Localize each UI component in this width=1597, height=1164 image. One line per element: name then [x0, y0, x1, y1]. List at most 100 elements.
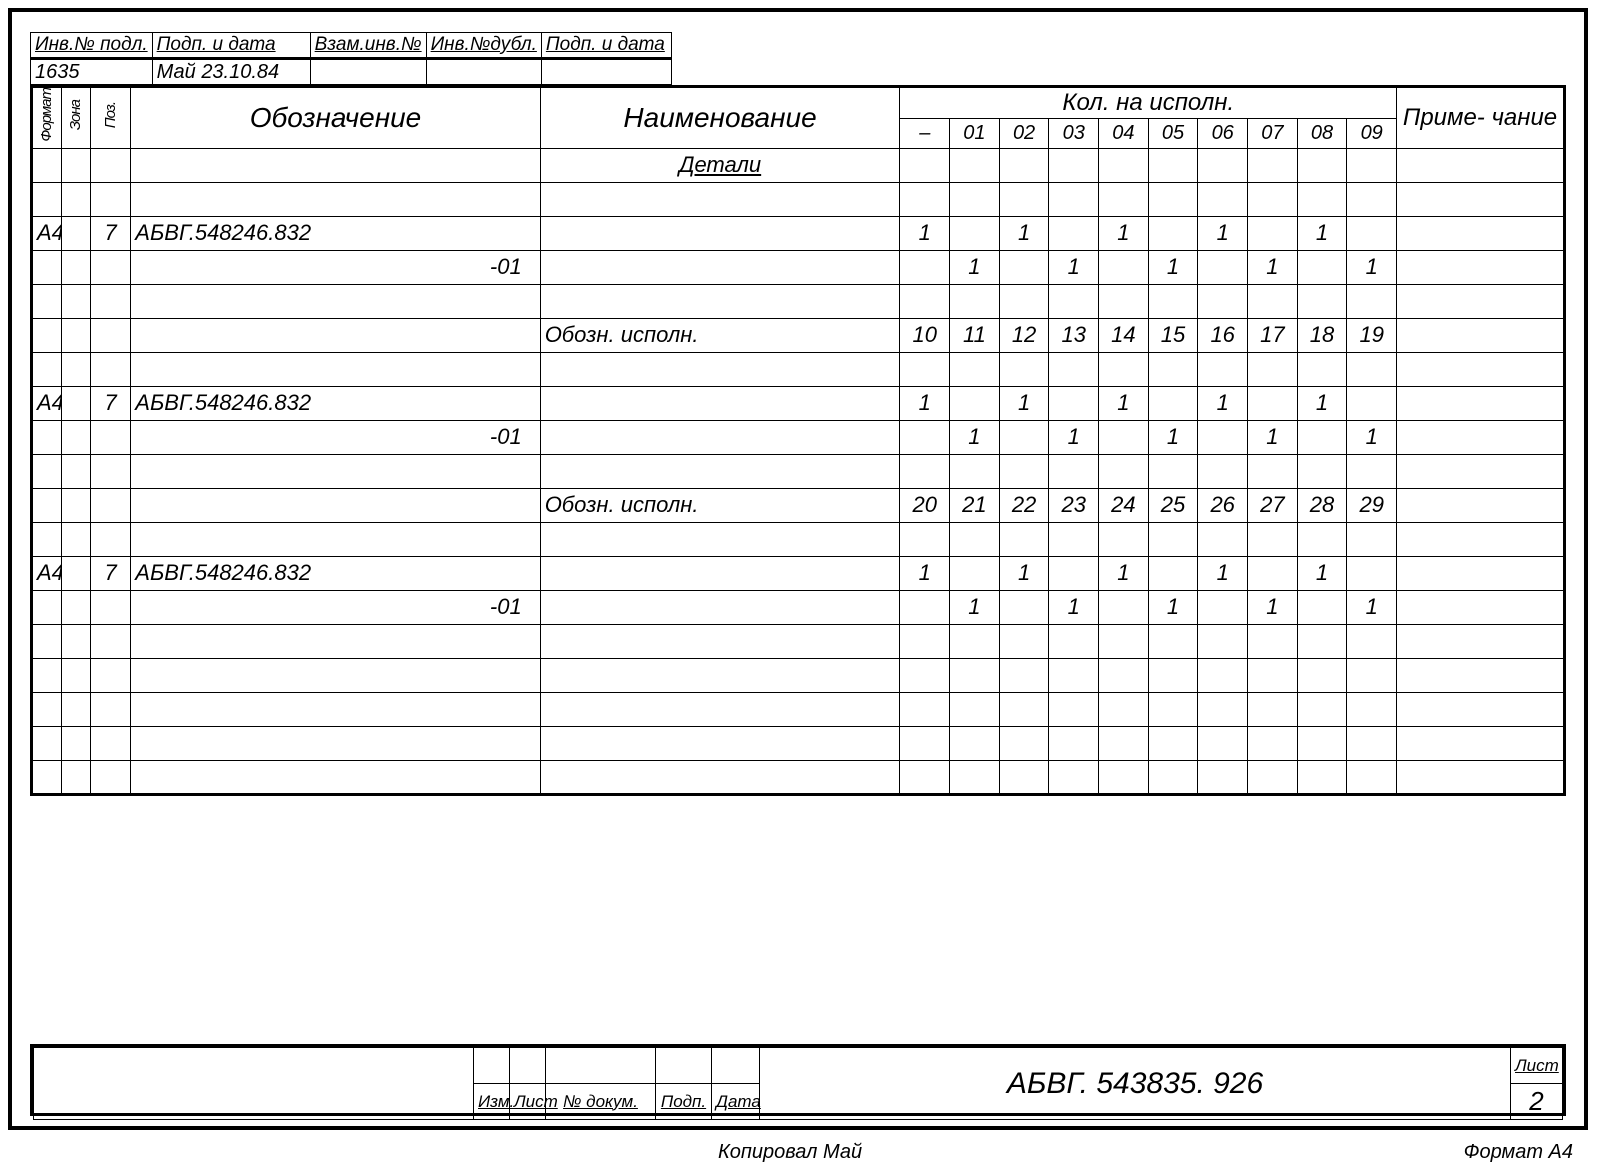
cell: [1248, 760, 1298, 794]
cell: [950, 352, 1000, 386]
rev-l3: Подп.: [656, 1084, 712, 1120]
cell: [32, 420, 62, 454]
rev-l2: № докум.: [546, 1084, 656, 1120]
cell: [61, 760, 91, 794]
cell: [61, 352, 91, 386]
cell: 7: [91, 556, 131, 590]
cell: [1099, 726, 1149, 760]
cell: [1148, 216, 1198, 250]
cell: 1: [1198, 216, 1248, 250]
cell: [540, 692, 900, 726]
cell: 14: [1099, 318, 1149, 352]
cell: 1: [1198, 556, 1248, 590]
cell: [131, 352, 540, 386]
cell: [1148, 658, 1198, 692]
cell: [61, 556, 91, 590]
col-pos: Поз.: [91, 87, 131, 149]
cell: [1198, 420, 1248, 454]
cell: 1: [1248, 590, 1298, 624]
cell: [1099, 590, 1149, 624]
cell: АБВГ.548246.832: [131, 556, 540, 590]
col-qty-8: 08: [1297, 118, 1347, 148]
cell: [900, 284, 950, 318]
cell: [1198, 658, 1248, 692]
cell: [91, 352, 131, 386]
top-h-2: Взам.инв.№: [310, 33, 426, 59]
cell: [61, 318, 91, 352]
cell: [540, 216, 900, 250]
rev-l1: Лист: [510, 1084, 546, 1120]
cell: [61, 624, 91, 658]
cell: 1: [1148, 420, 1198, 454]
cell: 1: [900, 386, 950, 420]
cell: [540, 352, 900, 386]
cell: [1248, 522, 1298, 556]
cell: 12: [999, 318, 1049, 352]
top-v-1: Май 23.10.84: [152, 59, 310, 85]
cell: 1: [950, 420, 1000, 454]
col-zona: Зона: [61, 87, 91, 149]
cell: [999, 726, 1049, 760]
table-row: [32, 352, 1565, 386]
cell: [1248, 658, 1298, 692]
cell: [32, 352, 62, 386]
cell: [91, 624, 131, 658]
format-note: Формат А4: [1464, 1141, 1573, 1164]
rev-c3: [656, 1048, 712, 1084]
cell: 1: [1297, 216, 1347, 250]
cell: 1: [950, 590, 1000, 624]
cell: [900, 692, 950, 726]
cell: [1297, 658, 1347, 692]
cell: [999, 760, 1049, 794]
cell: [1347, 760, 1397, 794]
table-row: -0111111: [32, 420, 1565, 454]
table-row: [32, 624, 1565, 658]
cell: [131, 454, 540, 488]
cell: [1099, 250, 1149, 284]
cell: 11: [950, 318, 1000, 352]
cell: [32, 658, 62, 692]
col-qty-5: 05: [1148, 118, 1198, 148]
cell: [1347, 624, 1397, 658]
cell: [61, 284, 91, 318]
cell: [540, 284, 900, 318]
cell: [1198, 522, 1248, 556]
cell: [999, 692, 1049, 726]
cell: [61, 386, 91, 420]
cell: [1148, 284, 1198, 318]
cell: [32, 590, 62, 624]
cell: [540, 454, 900, 488]
cell: [1049, 692, 1099, 726]
cell: АБВГ.548246.832: [131, 386, 540, 420]
cell: [1099, 284, 1149, 318]
cell: [540, 250, 900, 284]
cell: [91, 454, 131, 488]
cell: [1397, 318, 1565, 352]
cell: [61, 726, 91, 760]
cell: [1198, 624, 1248, 658]
cell: [1347, 148, 1397, 182]
cell: [1397, 454, 1565, 488]
copied-by: Копировал Май: [718, 1141, 862, 1164]
cell: [540, 556, 900, 590]
cell: [1297, 352, 1347, 386]
cell: [1148, 386, 1198, 420]
cell: [1397, 760, 1565, 794]
cell: [900, 590, 950, 624]
cell: Обозн. исполн.: [540, 488, 900, 522]
table-row: [32, 454, 1565, 488]
cell: [950, 658, 1000, 692]
cell: [900, 522, 950, 556]
table-row: [32, 692, 1565, 726]
cell: [999, 148, 1049, 182]
cell: [1397, 726, 1565, 760]
cell: [900, 726, 950, 760]
cell: [950, 182, 1000, 216]
cell: [1099, 522, 1149, 556]
col-note: Приме- чание: [1397, 87, 1565, 149]
cell: [950, 454, 1000, 488]
cell: [1049, 182, 1099, 216]
cell: [1397, 386, 1565, 420]
cell: [1347, 216, 1397, 250]
cell: 22: [999, 488, 1049, 522]
